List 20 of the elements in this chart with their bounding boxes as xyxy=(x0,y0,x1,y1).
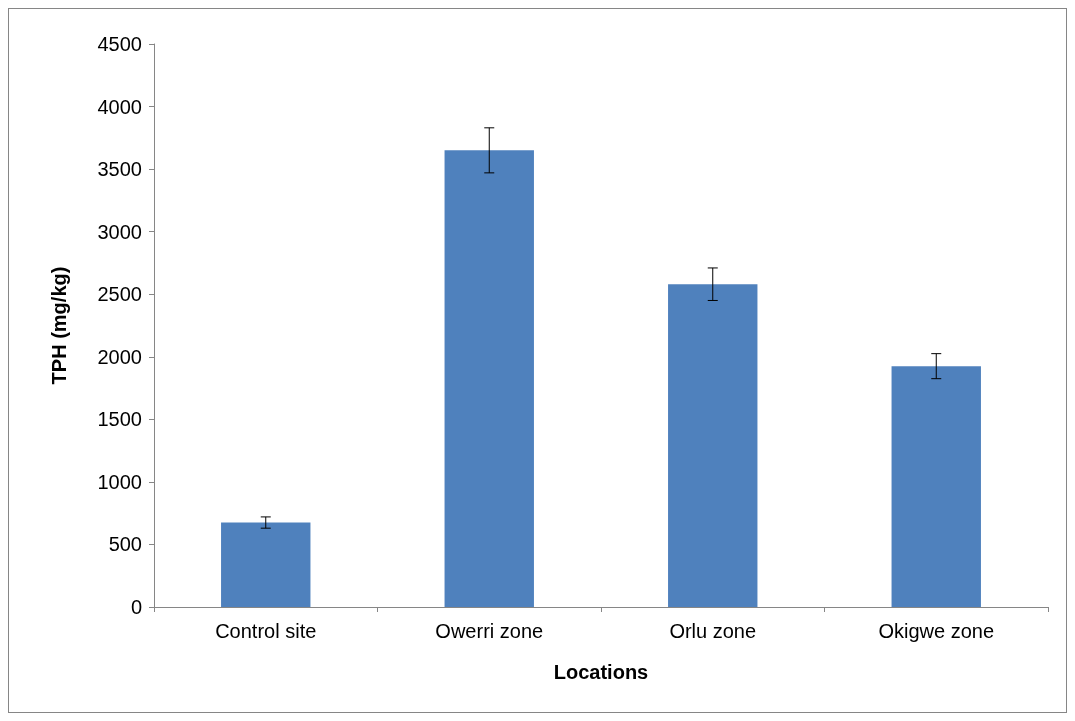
y-tick-label: 3500 xyxy=(97,158,142,181)
y-tick-label: 1500 xyxy=(97,408,142,431)
y-tick-label: 500 xyxy=(108,533,142,556)
bar xyxy=(891,366,981,607)
y-axis-title: TPH (mg/kg) xyxy=(48,266,70,385)
bar xyxy=(221,522,311,607)
y-tick-label: 1000 xyxy=(97,470,142,493)
y-tick-label: 4500 xyxy=(97,33,142,55)
x-axis-title: Locations xyxy=(553,661,649,683)
y-tick-label: 0 xyxy=(130,596,142,618)
bar xyxy=(668,284,758,607)
y-tick-label: 2000 xyxy=(97,345,142,368)
x-tick-label: Control site xyxy=(215,620,317,642)
y-tick-label: 4000 xyxy=(97,95,142,118)
x-tick-label: Okigwe zone xyxy=(878,620,995,642)
y-tick-label: 3000 xyxy=(97,220,142,243)
x-tick-label: Owerri zone xyxy=(435,620,544,642)
x-tick-label: Orlu zone xyxy=(669,620,757,642)
y-tick-label: 2500 xyxy=(97,283,142,306)
bar xyxy=(444,150,534,607)
